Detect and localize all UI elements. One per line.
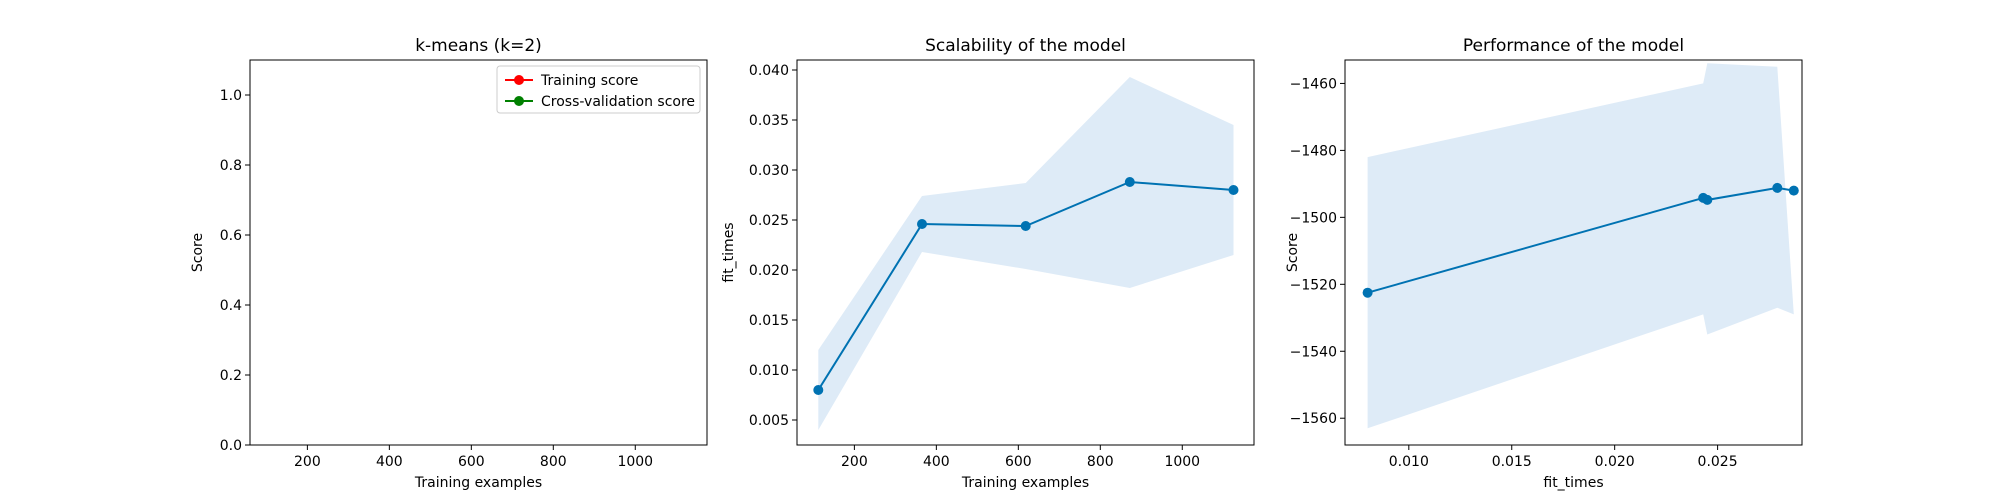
y-tick-label: 0.030	[749, 163, 789, 179]
data-point	[1772, 182, 1783, 193]
y-tick-label: 0.2	[220, 368, 242, 384]
y-tick-label: 0.005	[749, 413, 789, 429]
data-point	[1020, 221, 1031, 231]
plot-frame	[1344, 59, 1803, 446]
legend-marker	[514, 75, 524, 85]
data-point	[1788, 185, 1799, 196]
subplot-2: 200 400 600 800 1000 0.005 0.010 0.015 0.020 0.02…	[721, 36, 1255, 491]
x-tick-label: 1000	[1164, 454, 1200, 470]
legend-label: Cross-validation score	[541, 94, 695, 110]
x-tick-label: 600	[1005, 454, 1032, 470]
y-tick-label: 0.010	[749, 363, 789, 379]
y-tick-label: −1520	[1290, 277, 1337, 293]
confidence-band	[1367, 63, 1794, 429]
y-tick-label: 0.020	[749, 263, 789, 279]
x-tick-label: 800	[540, 454, 567, 470]
y-tick-label: −1560	[1290, 411, 1337, 427]
x-axis-label: fit_times	[1543, 475, 1603, 491]
x-tick-label: 400	[923, 454, 950, 470]
y-tick-label: −1460	[1290, 76, 1337, 92]
x-tick-label: 0.010	[1389, 454, 1429, 470]
y-tick-label: 0.035	[749, 113, 789, 129]
chart-title: Performance of the model	[1463, 36, 1684, 56]
legend: Training score Cross-validation score	[496, 65, 701, 114]
y-tick-label: 0.0	[220, 438, 242, 454]
x-tick-label: 200	[841, 454, 868, 470]
x-tick-label: 0.025	[1698, 454, 1738, 470]
y-tick-label: −1500	[1290, 210, 1337, 226]
x-axis-label: Training examples	[414, 475, 542, 491]
y-tick-label: 0.4	[220, 298, 242, 314]
y-axis-label: Score	[190, 233, 206, 272]
data-point	[1702, 194, 1713, 205]
subplot-3: 0.010 0.015 0.020 0.025 −1560 −1540 −1520 −1500…	[1285, 36, 1803, 491]
subplot-1: 200 400 600 800 1000 0.0 0.2 0.4 0.6 0.8 1.0 k-mean…	[190, 36, 708, 491]
data-point	[1124, 177, 1135, 187]
y-tick-label: 0.015	[749, 313, 789, 329]
y-tick-label: 0.025	[749, 213, 789, 229]
x-tick-label: 200	[294, 454, 321, 470]
y-axis-label: fit_times	[721, 222, 737, 282]
data-point	[917, 219, 927, 229]
data-point	[1228, 185, 1239, 195]
y-axis-label: Score	[1285, 233, 1301, 272]
y-tick-label: 0.8	[220, 158, 242, 174]
x-tick-label: 0.020	[1595, 454, 1635, 470]
plot-frame	[796, 59, 1255, 446]
legend-marker	[514, 96, 524, 106]
x-axis-label: Training examples	[961, 475, 1089, 491]
x-tick-label: 600	[458, 454, 485, 470]
plot-frame	[249, 59, 708, 446]
x-tick-label: 800	[1087, 454, 1114, 470]
confidence-band	[818, 77, 1234, 430]
y-tick-label: −1480	[1290, 143, 1337, 159]
legend-box	[496, 65, 701, 114]
data-point	[813, 385, 824, 395]
chart-title: Scalability of the model	[925, 36, 1126, 56]
y-tick-label: 0.6	[220, 228, 242, 244]
x-tick-label: 400	[376, 454, 403, 470]
x-tick-label: 1000	[617, 454, 653, 470]
chart-title: k-means (k=2)	[415, 36, 542, 56]
y-tick-label: 0.040	[749, 63, 789, 79]
y-tick-label: −1540	[1290, 344, 1337, 360]
legend-label: Training score	[540, 73, 638, 89]
y-tick-label: 1.0	[220, 88, 242, 104]
x-tick-label: 0.015	[1492, 454, 1532, 470]
data-point	[1362, 287, 1373, 298]
